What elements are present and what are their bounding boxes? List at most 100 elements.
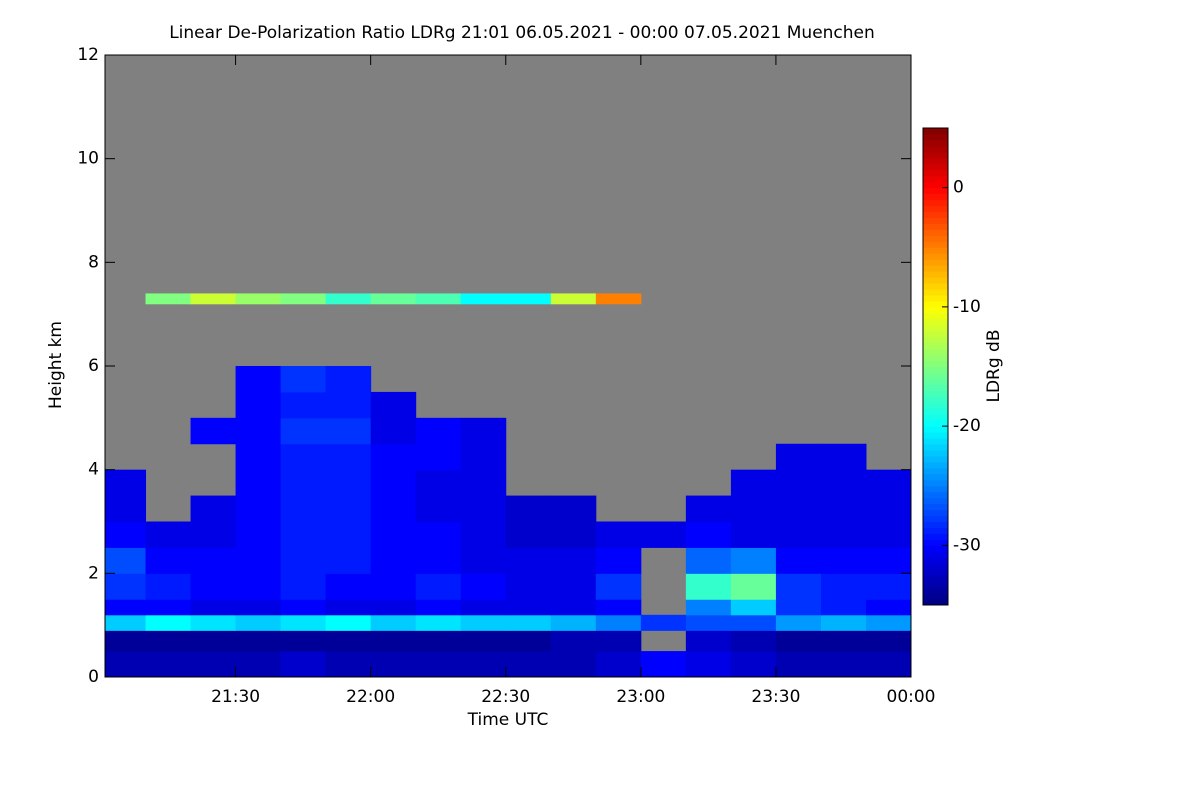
heatmap-cell xyxy=(820,521,867,548)
colorbar-segment xyxy=(923,288,948,296)
heatmap-cell xyxy=(865,614,912,631)
heatmap-cell xyxy=(730,599,777,616)
heatmap-cell xyxy=(685,495,732,522)
heatmap-cell xyxy=(775,469,822,497)
heatmap-cell xyxy=(190,614,237,631)
heatmap-cell xyxy=(460,599,507,616)
heatmap-cell xyxy=(370,547,417,574)
heatmap-cell xyxy=(325,630,372,652)
colorbar-segment xyxy=(923,449,948,457)
heatmap-cell xyxy=(280,443,327,471)
heatmap-cell xyxy=(775,651,822,678)
heatmap-cell xyxy=(775,521,822,548)
colorbar-segment xyxy=(923,253,948,260)
heatmap-cell xyxy=(595,651,642,678)
colorbar-segment xyxy=(923,360,948,367)
heatmap-cell xyxy=(865,547,912,574)
colorbar-segment xyxy=(923,438,948,445)
heatmap-cell xyxy=(145,293,192,305)
heatmap-cell xyxy=(415,599,462,616)
colorbar-segment xyxy=(923,372,948,379)
heatmap-cell xyxy=(280,293,327,305)
colorbar-segment xyxy=(923,277,948,284)
heatmap-cell xyxy=(145,599,192,616)
y-tick-label: 2 xyxy=(88,563,99,583)
heatmap-cell xyxy=(370,651,417,678)
heatmap-cell xyxy=(235,651,282,678)
heatmap-cell xyxy=(325,651,372,678)
colorbar-segment xyxy=(923,128,948,135)
colorbar-segment xyxy=(923,342,948,350)
y-tick-label: 0 xyxy=(88,667,99,687)
colorbar-segment xyxy=(923,294,948,302)
heatmap-cell xyxy=(190,547,237,574)
heatmap-cell xyxy=(820,614,867,631)
heatmap-cell xyxy=(730,614,777,631)
colorbar-segment xyxy=(923,402,948,409)
colorbar-segment xyxy=(923,229,948,236)
colorbar-segment xyxy=(923,581,948,588)
heatmap-cell xyxy=(775,547,822,574)
heatmap-cell xyxy=(145,547,192,574)
heatmap-cell xyxy=(105,521,147,548)
colorbar-segment xyxy=(923,211,948,218)
heatmap-cell xyxy=(730,573,777,600)
heatmap-cell xyxy=(280,599,327,616)
y-tick-label: 10 xyxy=(77,149,99,169)
colorbar-segment xyxy=(923,420,948,427)
heatmap-cell xyxy=(370,630,417,652)
heatmap-cell xyxy=(460,469,507,497)
heatmap-cell xyxy=(325,573,372,600)
heatmap-cell xyxy=(550,495,597,522)
heatmap-cell xyxy=(370,391,417,419)
y-tick-label: 4 xyxy=(88,460,99,480)
heatmap-cell xyxy=(865,573,912,600)
heatmap-cell xyxy=(505,521,552,548)
colorbar-segment xyxy=(923,479,948,487)
heatmap-cell xyxy=(550,651,597,678)
heatmap-cell xyxy=(550,630,597,652)
colorbar-segment xyxy=(923,551,948,558)
heatmap-cell xyxy=(460,521,507,548)
colorbar-segment xyxy=(923,247,948,254)
colorbar-segment xyxy=(923,133,948,141)
colorbar-segment xyxy=(923,444,948,451)
heatmap-cell xyxy=(775,495,822,522)
heatmap-cell xyxy=(190,521,237,548)
heatmap-cell xyxy=(190,573,237,600)
heatmap-cell xyxy=(415,547,462,574)
heatmap-cell xyxy=(415,614,462,631)
heatmap-cell xyxy=(235,521,282,548)
heatmap-cell xyxy=(325,293,372,305)
colorbar-segment xyxy=(923,241,948,248)
heatmap-cell xyxy=(235,573,282,600)
colorbar-segment xyxy=(923,187,948,195)
heatmap-cell xyxy=(280,391,327,419)
heatmap-cell xyxy=(105,599,147,616)
chart-title: Linear De-Polarization Ratio LDRg 21:01 … xyxy=(169,23,875,43)
heatmap-cell xyxy=(370,573,417,600)
colorbar-segment xyxy=(923,271,948,278)
x-tick-label: 00:00 xyxy=(887,687,936,707)
heatmap-cell xyxy=(415,573,462,600)
heatmap-cell xyxy=(460,443,507,471)
heatmap-cell xyxy=(775,573,822,600)
heatmap-cell xyxy=(105,573,147,600)
heatmap-cell xyxy=(280,651,327,678)
heatmap-cell xyxy=(460,630,507,652)
heatmap-cell xyxy=(235,443,282,471)
colorbar-segment xyxy=(923,599,948,606)
colorbar-segment xyxy=(923,503,948,511)
heatmap-cell xyxy=(370,521,417,548)
colorbar-segment xyxy=(923,467,948,475)
colorbar-segment xyxy=(923,199,948,207)
heatmap-cell xyxy=(415,469,462,497)
heatmap-cell xyxy=(280,417,327,445)
colorbar-segment xyxy=(923,384,948,391)
heatmap-cell xyxy=(550,293,597,305)
heatmap-cell xyxy=(325,495,372,522)
colorbar-segment xyxy=(923,217,948,224)
colorbar-segment xyxy=(923,461,948,469)
colorbar-segment xyxy=(923,306,948,314)
